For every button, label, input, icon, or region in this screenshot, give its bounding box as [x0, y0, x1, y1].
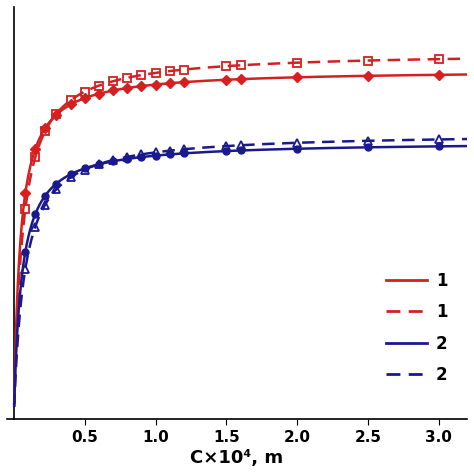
X-axis label: C×10⁴, m: C×10⁴, m	[191, 449, 283, 467]
Legend: 1, 1, 2, 2: 1, 1, 2, 2	[379, 265, 454, 391]
